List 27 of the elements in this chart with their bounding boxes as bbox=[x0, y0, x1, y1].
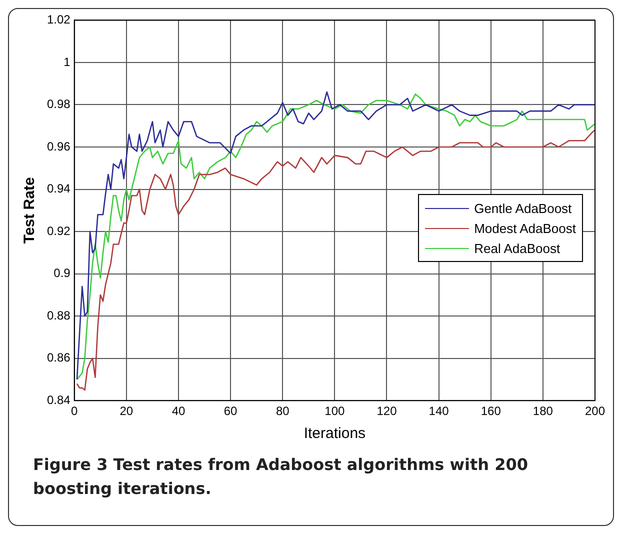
y-tick-label: 0.98 bbox=[46, 97, 71, 112]
y-tick-label: 0.94 bbox=[46, 182, 71, 196]
x-tick-label: 60 bbox=[224, 404, 238, 418]
legend-label: Gentle AdaBoost bbox=[474, 200, 572, 216]
y-tick-label: 1.02 bbox=[46, 12, 71, 27]
x-tick-label: 20 bbox=[120, 404, 134, 418]
x-tick-label: 0 bbox=[71, 404, 78, 418]
y-tick-label: 0.84 bbox=[46, 392, 71, 407]
caption: Figure 3 Test rates from Adaboost algorithms with 200 boosting iterations. bbox=[32, 454, 530, 500]
y-tick-label: 0.88 bbox=[46, 308, 71, 322]
y-tick-label: 0.86 bbox=[46, 350, 71, 365]
x-tick-label: 40 bbox=[172, 404, 186, 418]
y-axis-title: Test Rate bbox=[21, 177, 38, 244]
legend-label: Real AdaBoost bbox=[474, 240, 560, 256]
x-tick-label: 200 bbox=[584, 404, 606, 418]
y-tick-label: 0.92 bbox=[46, 224, 71, 238]
x-tick-label: 100 bbox=[324, 404, 346, 418]
legend-label: Modest AdaBoost bbox=[474, 220, 576, 236]
x-tick-label: 80 bbox=[276, 404, 290, 418]
x-tick-label: 120 bbox=[376, 404, 398, 418]
y-tick-label: 0.96 bbox=[46, 139, 71, 154]
x-tick-label: 160 bbox=[480, 404, 502, 418]
x-tick-label: 140 bbox=[428, 404, 450, 418]
x-tick-label: 180 bbox=[532, 404, 554, 418]
x-axis-title: Iterations bbox=[304, 425, 366, 442]
y-tick-label: 0.9 bbox=[54, 266, 71, 280]
y-tick-label: 1 bbox=[64, 54, 71, 69]
